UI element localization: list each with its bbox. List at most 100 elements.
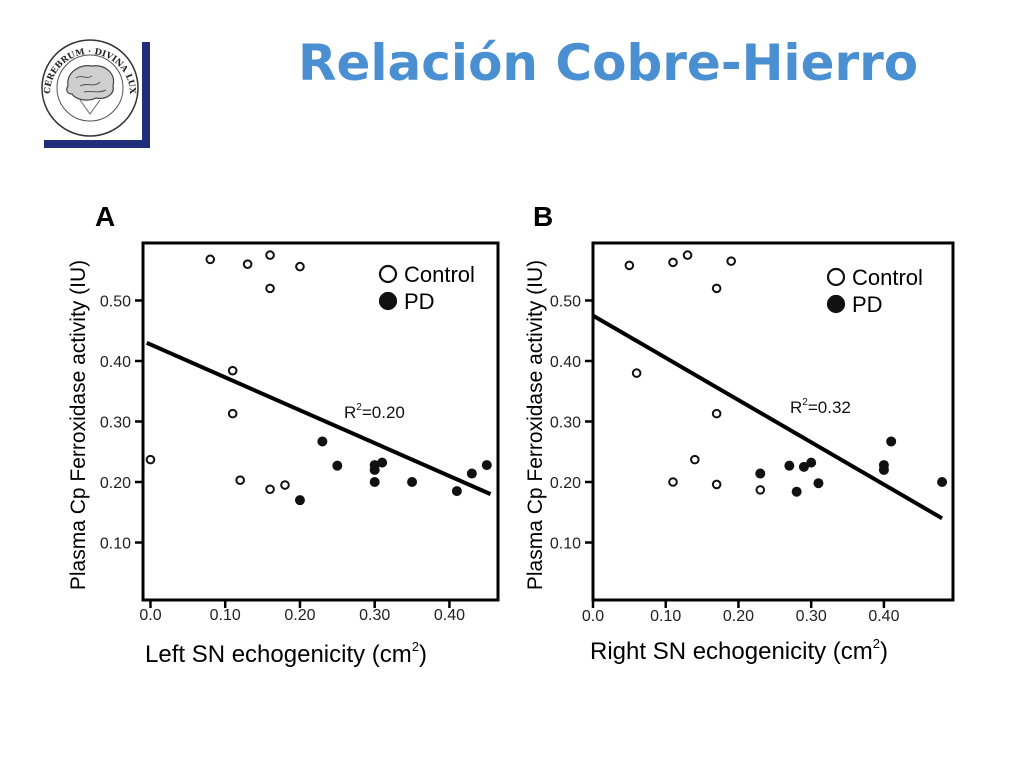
data-point-pd — [878, 464, 889, 475]
legend-label-control: Control — [852, 265, 923, 290]
y-tick-label: 0.40 — [550, 354, 581, 371]
data-point-control — [205, 254, 216, 265]
data-point-pd — [317, 436, 328, 447]
data-point-pd — [377, 457, 388, 468]
legend-label-pd: PD — [852, 292, 883, 317]
data-point-control — [235, 475, 245, 485]
data-point-control — [631, 368, 642, 378]
x-tick-label: 0.40 — [868, 608, 899, 625]
y-tick-label: 0.10 — [550, 536, 581, 553]
y-axis-label: Plasma Cp Ferroxidase activity (IU) — [524, 260, 547, 590]
x-axis-label-close: ) — [880, 638, 888, 665]
logo-graphic: CEREBRUM · DIVINA LUX RATIO SALUS SCIENT… — [31, 27, 150, 148]
brain-folds-icon — [75, 75, 107, 93]
plot-frame — [141, 241, 500, 602]
data-point-pd — [466, 468, 477, 479]
x-axis-label-main: Left SN echogenicity (cm — [145, 641, 412, 668]
x-axis-label-sup: 2 — [412, 639, 419, 654]
x-tick-label: 0.20 — [284, 607, 315, 624]
x-tick-label: 0.0 — [139, 607, 161, 624]
x-axis-label: Left SN echogenicity (cm2) — [145, 639, 427, 668]
y-tick-label: 0.30 — [100, 415, 131, 432]
chart-panel-b: B 0.10 0.20 0.30 0.40 0.50 0.0 0.10 0.20 0.30 0.40… — [524, 201, 955, 665]
slide-title: Relación Cobre-Hierro — [298, 34, 919, 92]
data-point-pd — [451, 486, 462, 497]
r-squared-r: R — [344, 403, 356, 422]
y-tick-label: 0.50 — [100, 293, 131, 310]
data-point-control — [755, 485, 766, 495]
data-point-pd — [886, 436, 897, 447]
data-point-pd — [813, 478, 824, 489]
y-tick-label: 0.10 — [100, 536, 131, 553]
y-tick-label: 0.50 — [550, 293, 581, 310]
x-axis-label: Right SN echogenicity (cm2) — [590, 636, 888, 665]
data-point-pd — [294, 495, 305, 506]
data-point-control — [227, 408, 238, 419]
data-point-control — [711, 408, 722, 419]
y-tick-label: 0.40 — [100, 354, 131, 371]
data-point-pd — [755, 468, 766, 479]
x-tick-label: 0.30 — [796, 608, 827, 625]
r-squared-sup: 2 — [802, 397, 808, 408]
data-point-pd — [784, 460, 795, 471]
data-point-control — [668, 257, 678, 268]
legend-label-control: Control — [404, 262, 475, 287]
data-point-pd — [332, 460, 343, 471]
data-point-control — [295, 261, 305, 272]
data-point-pd — [407, 477, 418, 488]
legend-marker-control — [378, 264, 398, 284]
data-point-control — [242, 259, 253, 269]
panel-label: B — [533, 201, 553, 232]
data-point-control — [726, 256, 736, 266]
x-axis-label-main: Right SN echogenicity (cm — [590, 638, 873, 665]
y-tick-label: 0.20 — [100, 475, 131, 492]
chart-panel-a: A 0.10 0.20 0.30 0.40 0.50 0.0 0.10 0.20 0.30 0.40… — [67, 201, 500, 668]
x-tick-label: 0.30 — [359, 607, 390, 624]
r-squared-sup: 2 — [356, 402, 362, 413]
regression-line — [145, 341, 492, 496]
r-squared-value: =0.20 — [362, 403, 405, 422]
data-point-control — [265, 250, 275, 260]
data-point-pd — [937, 477, 948, 488]
y-axis-label: Plasma Cp Ferroxidase activity (IU) — [67, 260, 90, 590]
x-axis-label-sup: 2 — [873, 636, 880, 651]
legend-marker-pd — [826, 294, 846, 314]
x-tick-label: 0.10 — [210, 607, 241, 624]
r-squared-label: R2=0.32 — [790, 397, 851, 417]
regression-line — [591, 313, 944, 521]
data-point-control — [265, 283, 275, 294]
legend-label-pd: PD — [404, 289, 435, 314]
x-tick-label: 0.10 — [650, 608, 681, 625]
data-point-control — [668, 477, 678, 487]
panel-label: A — [95, 201, 115, 232]
y-tick-label: 0.30 — [550, 415, 581, 432]
data-point-pd — [369, 477, 380, 488]
data-point-control — [227, 365, 238, 376]
x-tick-label: 0.20 — [723, 608, 754, 625]
x-axis-label-close: ) — [419, 641, 427, 668]
x-tick-label: 0.0 — [582, 608, 604, 625]
data-point-pd — [798, 461, 809, 472]
r-squared-label: R2=0.20 — [344, 402, 405, 422]
data-point-pd — [481, 460, 492, 471]
data-point-pd — [369, 464, 380, 475]
r-squared-r: R — [790, 398, 802, 417]
logo-rays-icon — [79, 99, 101, 115]
data-point-control — [690, 454, 700, 465]
data-point-control — [265, 484, 275, 495]
y-tick-label: 0.20 — [550, 475, 581, 492]
data-point-control — [711, 479, 722, 490]
r-squared-value: =0.32 — [808, 398, 851, 417]
data-point-control — [711, 283, 722, 294]
data-point-control — [280, 480, 290, 490]
data-point-control — [145, 454, 156, 465]
data-point-control — [682, 250, 693, 260]
data-point-control — [624, 260, 635, 271]
data-point-pd — [791, 486, 802, 497]
x-tick-label: 0.40 — [434, 607, 465, 624]
legend-marker-pd — [378, 291, 398, 311]
data-point-pd — [806, 457, 817, 468]
institution-logo: CEREBRUM · DIVINA LUX RATIO SALUS SCIENT… — [31, 27, 150, 148]
legend-marker-control — [826, 267, 846, 287]
